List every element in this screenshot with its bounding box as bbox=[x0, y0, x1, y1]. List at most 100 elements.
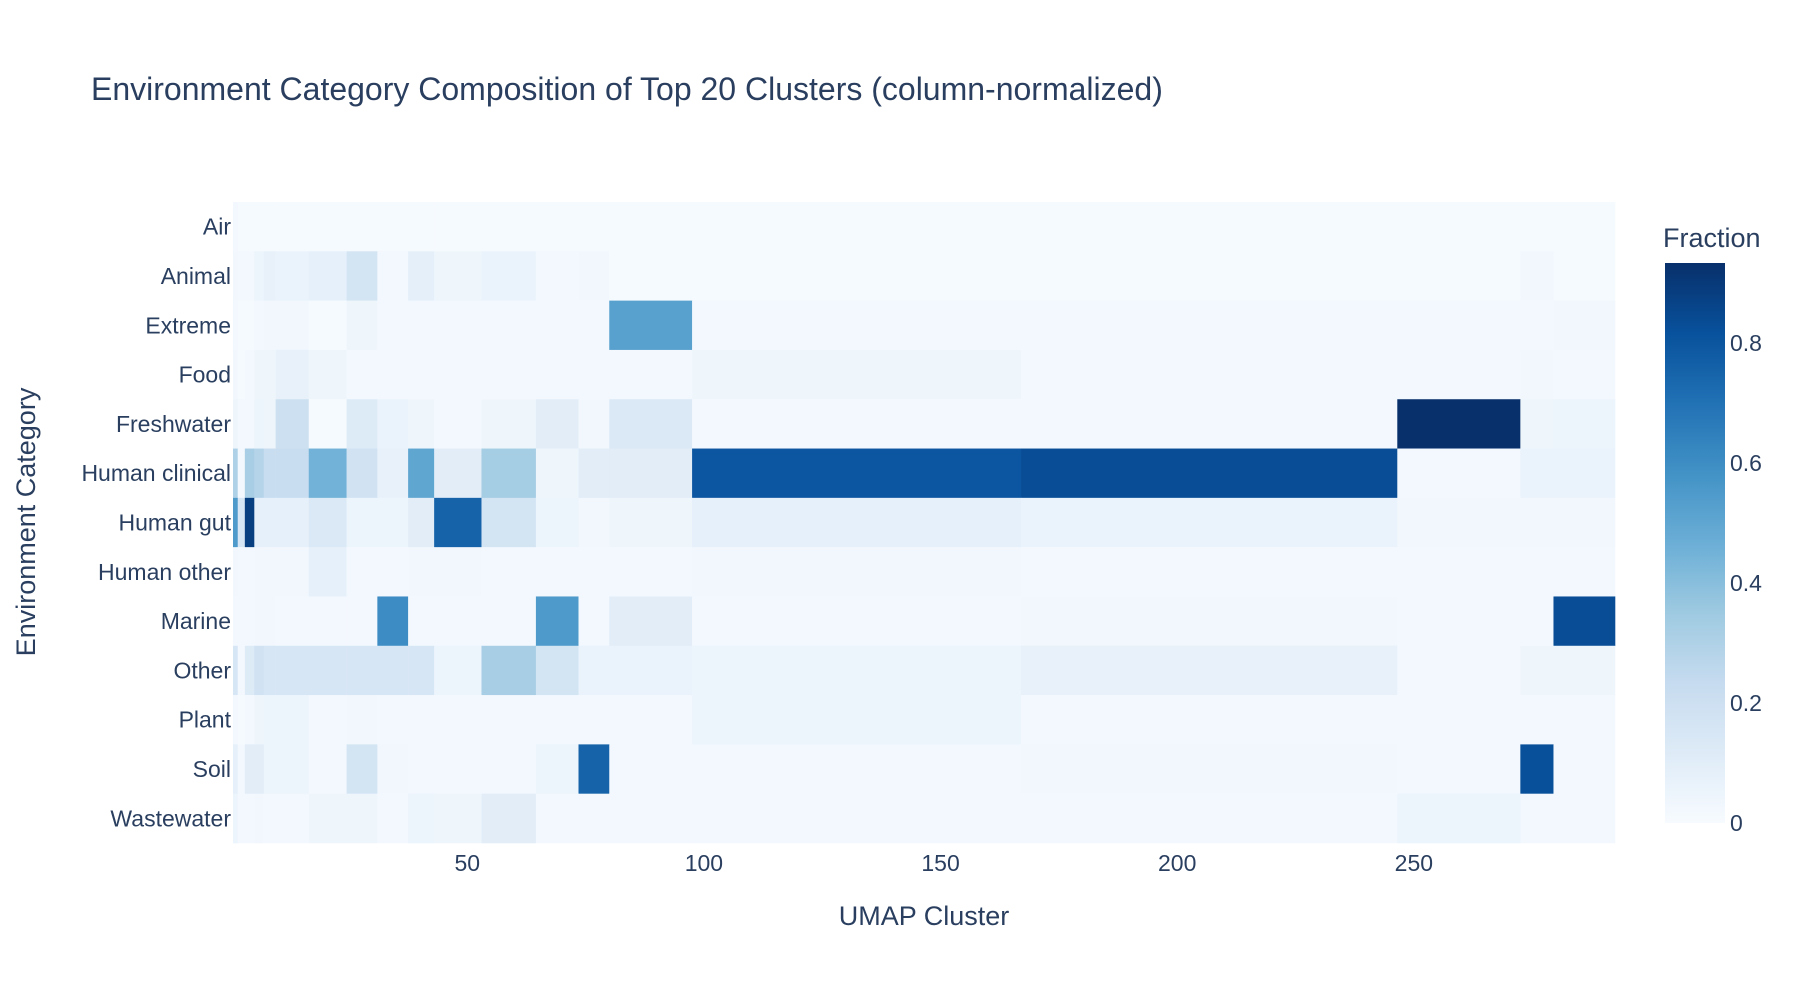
heatmap-cell bbox=[609, 547, 693, 597]
y-tick-label: Freshwater bbox=[116, 411, 231, 437]
heatmap-cell bbox=[408, 596, 435, 647]
heatmap-cell bbox=[237, 695, 246, 745]
heatmap-cell bbox=[481, 251, 537, 301]
heatmap-cell bbox=[609, 300, 693, 351]
heatmap-cell bbox=[481, 695, 537, 745]
x-tick-labels: 50 100 150 200 250 bbox=[454, 850, 1433, 876]
heatmap-cell bbox=[1520, 695, 1554, 745]
heatmap-cell bbox=[408, 300, 435, 351]
heatmap-cell bbox=[535, 300, 579, 351]
heatmap-cell bbox=[308, 547, 347, 597]
heatmap-cell bbox=[237, 399, 246, 449]
y-tick-label: Human clinical bbox=[81, 460, 231, 486]
heatmap-cell bbox=[275, 497, 310, 548]
heatmap-cell bbox=[408, 349, 435, 400]
heatmap-cell bbox=[578, 300, 610, 351]
heatmap-cell bbox=[481, 448, 537, 499]
heatmap-cell bbox=[434, 300, 482, 351]
heatmap-cell bbox=[275, 251, 310, 301]
heatmap-cell bbox=[1553, 596, 1616, 647]
heatmap-cell bbox=[377, 300, 409, 351]
heatmap-cell bbox=[692, 202, 1022, 252]
heatmap-cell bbox=[1553, 251, 1616, 301]
heatmap-cell bbox=[237, 645, 246, 696]
heatmap-cell bbox=[1397, 744, 1521, 794]
colorbar bbox=[1665, 263, 1725, 823]
heatmap-cell bbox=[408, 251, 435, 301]
heatmap-cell bbox=[1021, 596, 1398, 647]
heatmap-cell bbox=[609, 399, 693, 449]
heatmap-cell bbox=[308, 497, 347, 548]
heatmap-cell bbox=[1553, 399, 1616, 449]
heatmap-cell bbox=[434, 547, 482, 597]
heatmap-cell bbox=[263, 793, 276, 844]
heatmap-cell bbox=[237, 202, 246, 252]
heatmap-cell bbox=[609, 744, 693, 794]
chart-title: Environment Category Composition of Top … bbox=[91, 71, 1163, 107]
heatmap-cell bbox=[237, 251, 246, 301]
heatmap-cell bbox=[1553, 695, 1616, 745]
heatmap-cell bbox=[434, 202, 482, 252]
heatmap-cell bbox=[233, 448, 239, 499]
heatmap-cell bbox=[434, 744, 482, 794]
heatmap-cell bbox=[609, 202, 693, 252]
heatmap-cell bbox=[1021, 251, 1398, 301]
heatmap-cell bbox=[481, 547, 537, 597]
heatmap-cell bbox=[1520, 251, 1554, 301]
heatmap-cell bbox=[244, 399, 255, 449]
y-tick-label: Other bbox=[173, 657, 231, 683]
colorbar-tick-label: 0 bbox=[1730, 810, 1743, 836]
y-tick-label: Plant bbox=[179, 707, 232, 733]
heatmap-cell bbox=[1021, 399, 1398, 449]
heatmap-cell bbox=[308, 596, 347, 647]
heatmap-cell bbox=[578, 399, 610, 449]
heatmap-cell bbox=[244, 251, 255, 301]
heatmap-cell bbox=[1553, 645, 1616, 696]
heatmap-cell bbox=[233, 793, 239, 844]
heatmap-cell bbox=[346, 793, 378, 844]
heatmap-cell bbox=[481, 744, 537, 794]
heatmap-cell bbox=[1021, 793, 1398, 844]
heatmap-cell bbox=[263, 349, 276, 400]
y-tick-label: Air bbox=[203, 214, 231, 240]
heatmap-cell bbox=[254, 399, 265, 449]
heatmap-cell bbox=[434, 645, 482, 696]
heatmap-cell bbox=[1553, 547, 1616, 597]
heatmap-cell bbox=[308, 251, 347, 301]
heatmap-cell bbox=[1397, 645, 1521, 696]
heatmap-cell bbox=[1397, 399, 1521, 449]
heatmap-cell bbox=[578, 202, 610, 252]
heatmap-cell bbox=[237, 349, 246, 400]
heatmap-cell bbox=[1397, 793, 1521, 844]
heatmap-cell bbox=[481, 497, 537, 548]
heatmap-cell bbox=[237, 547, 246, 597]
heatmap-cell bbox=[263, 202, 276, 252]
heatmap-cell bbox=[254, 300, 265, 351]
heatmap-cell bbox=[535, 793, 579, 844]
heatmap-cell bbox=[692, 497, 1022, 548]
heatmap-cell bbox=[244, 645, 255, 696]
heatmap-cell bbox=[263, 744, 276, 794]
heatmap-cell bbox=[1397, 349, 1521, 400]
heatmap-cell bbox=[578, 251, 610, 301]
heatmap-cell bbox=[275, 448, 310, 499]
heatmap-cell bbox=[481, 349, 537, 400]
heatmap-cell bbox=[346, 448, 378, 499]
colorbar-title: Fraction bbox=[1663, 223, 1761, 253]
heatmap-cell bbox=[275, 399, 310, 449]
heatmap-cell bbox=[535, 349, 579, 400]
colorbar-tick-label: 0.2 bbox=[1730, 690, 1762, 716]
heatmap-cell bbox=[1553, 448, 1616, 499]
heatmap-cell bbox=[308, 645, 347, 696]
heatmap-cell bbox=[1021, 695, 1398, 745]
y-tick-label: Animal bbox=[161, 263, 231, 289]
heatmap-cell bbox=[233, 497, 239, 548]
heatmap-cell bbox=[535, 251, 579, 301]
heatmap-cell bbox=[377, 695, 409, 745]
heatmap-cell bbox=[408, 793, 435, 844]
heatmap-cell bbox=[308, 349, 347, 400]
y-tick-label: Food bbox=[179, 362, 231, 388]
heatmap-cell bbox=[233, 349, 239, 400]
heatmap-cell bbox=[308, 793, 347, 844]
